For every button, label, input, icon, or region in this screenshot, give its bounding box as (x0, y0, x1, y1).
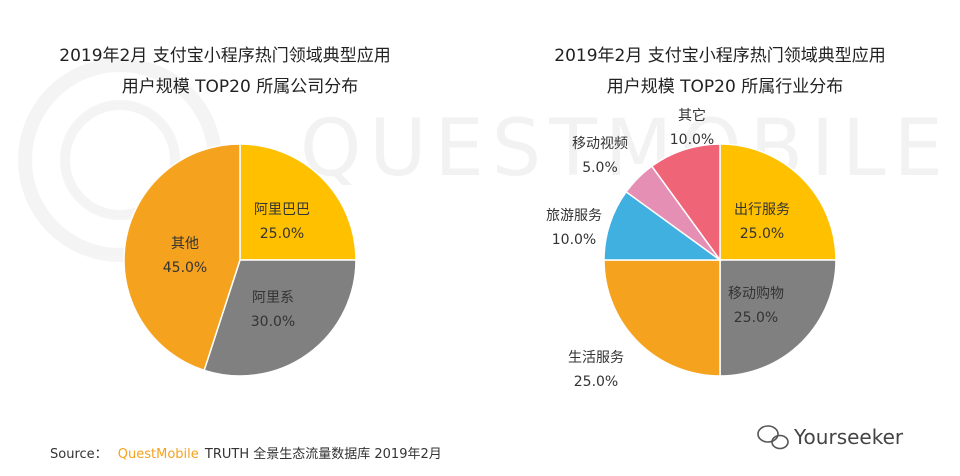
right-pie-slice-0 (719, 143, 837, 261)
source-prefix: Source： (50, 447, 108, 462)
left-pie-slice-label-1: 阿里系 (252, 290, 294, 306)
source-suffix: TRUTH 全景生态流量数据库 2019年2月 (204, 446, 442, 462)
right-pie-slice-label-0: 出行服务 (734, 202, 790, 218)
left-pie-slice-0 (239, 143, 357, 261)
left-pie-slice-1 (203, 259, 357, 377)
right-pie-slice-value-1: 25.0% (734, 310, 778, 326)
right-chart-title-line2: 用户规模 TOP20 所属行业分布 (607, 77, 843, 97)
right-pie-slice-label-4: 移动视频 (572, 136, 628, 152)
wechat-icon (757, 425, 789, 450)
right-pie-slice-3 (603, 190, 723, 261)
left-chart-title-line2: 用户规模 TOP20 所属公司分布 (122, 77, 358, 97)
right-pie-slice-value-0: 25.0% (740, 226, 784, 242)
right-pie-slice-5 (650, 143, 721, 263)
right-pie-slice-value-2: 25.0% (574, 374, 618, 390)
left-pie-slice-value-2: 45.0% (163, 260, 207, 276)
watermark-text: QUESTMOBILE (300, 104, 951, 194)
credit: Yourseeker (757, 425, 904, 450)
right-pie-slice-label-2: 生活服务 (568, 350, 624, 366)
left-chart-title-line1: 2019年2月 支付宝小程序热门领域典型应用 (59, 46, 390, 66)
right-pie-slice-1 (719, 259, 837, 377)
left-pie-slice-label-0: 阿里巴巴 (254, 202, 310, 218)
left-pie-slice-value-0: 25.0% (260, 226, 304, 242)
left-pie-slice-label-2: 其他 (171, 236, 199, 252)
right-pie-slice-label-5: 其它 (678, 107, 706, 124)
right-pie-slice-value-5: 10.0% (670, 132, 714, 148)
source-line: Source： QuestMobile TRUTH 全景生态流量数据库 2019… (50, 446, 442, 462)
right-pie-slice-2 (603, 259, 721, 377)
right-pie-slice-value-3: 10.0% (552, 232, 596, 248)
watermark-logo-ring-inner (60, 100, 180, 220)
right-pie-chart: 出行服务 25.0% 移动购物 25.0% 生活服务 25.0% 旅游服务 10.0% 移动视频… (546, 107, 837, 390)
source-brand: QuestMobile (118, 447, 199, 462)
left-pie-chart: 阿里巴巴 25.0% 阿里系 30.0% 其他 45.0% (123, 143, 357, 377)
right-pie-slice-label-3: 旅游服务 (546, 208, 602, 224)
right-chart-title-line1: 2019年2月 支付宝小程序热门领域典型应用 (554, 46, 885, 66)
credit-text: Yourseeker (793, 425, 904, 449)
left-pie-slice-2 (123, 143, 241, 372)
left-pie-slice-value-1: 30.0% (251, 314, 295, 330)
right-pie-slice-label-1: 移动购物 (728, 286, 784, 302)
watermark: QUESTMOBILE (18, 58, 951, 262)
right-pie-slice-value-4: 5.0% (582, 160, 618, 176)
